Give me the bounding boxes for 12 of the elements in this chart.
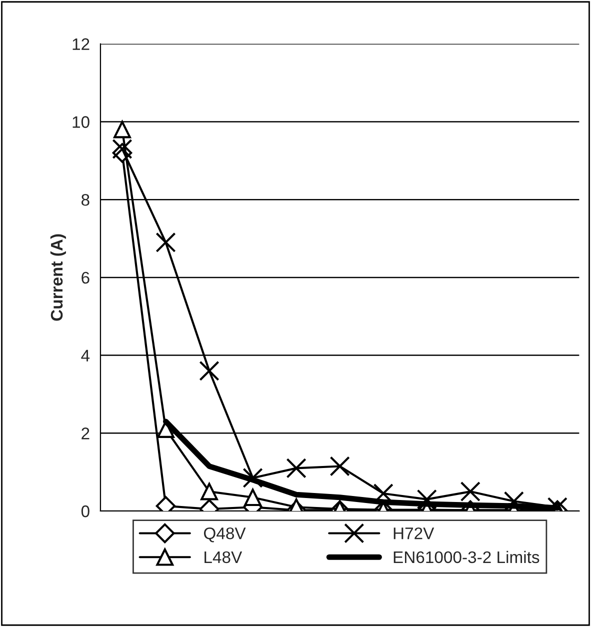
y-tick-label: 6: [82, 272, 90, 284]
y-tick-label: 4: [81, 350, 90, 362]
legend-label: L48V: [204, 551, 242, 564]
legend-label: H72V: [394, 527, 434, 540]
y-tick-label: 10: [72, 116, 90, 128]
y-tick-label: 8: [82, 194, 90, 206]
legend-label: EN61000-3-2 Limits: [394, 550, 540, 564]
y-tick-label: 0: [81, 505, 90, 518]
legend-label: Q48V: [204, 527, 246, 542]
y-axis-title: Current (A): [50, 234, 66, 321]
y-tick-label: 2: [82, 428, 90, 440]
y-tick-label: 12: [72, 38, 90, 50]
